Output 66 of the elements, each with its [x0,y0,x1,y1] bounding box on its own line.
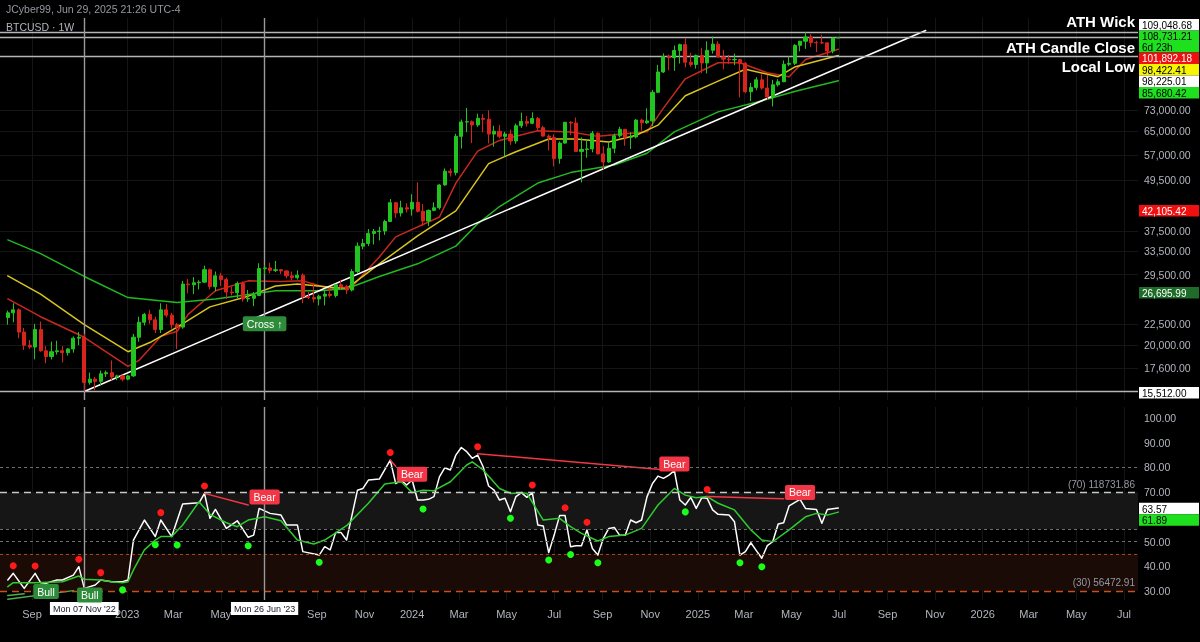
y-tick-label: 65,000.00 [1144,124,1191,137]
x-tick-label: Mar [1019,607,1039,620]
x-tick-label: Nov [925,607,946,620]
ref-line-label: (30) 56472.91 [1072,577,1136,589]
chart-title: BTCUSD · 1W [6,20,75,33]
x-tick-label: Nov [354,607,375,620]
y-tick-label: 40.00 [1144,560,1171,573]
text: 98,422.41 [1142,64,1187,76]
y-tick-label: 80.00 [1144,461,1171,474]
x-tick-label: Mar [449,607,469,620]
ref-line-label: ATH Wick [1066,13,1136,31]
text: 42,105.42 [1142,205,1187,217]
y-tick-label: 50.00 [1144,535,1171,548]
x-tick-label: Nov [640,607,661,620]
y-tick-label: 70.00 [1144,486,1171,499]
ref-line-label: Mon 07 Nov '22 [52,603,116,614]
text: 101,892.18 [1142,53,1193,65]
x-tick-label: Mar [163,607,184,620]
x-tick-label: May [210,607,232,620]
y-tick-label: 37,500.00 [1144,224,1191,237]
text: 26,695.99 [1142,287,1187,299]
ref-line-label: Mon 26 Jun '23 [233,603,296,614]
x-tick-label: 2026 [970,607,995,620]
x-tick-label: Jul [832,607,847,620]
text: 61.89 [1142,515,1168,526]
ref-line-label: ATH Candle Close [1006,38,1135,56]
x-tick-label: May [781,607,803,620]
annotation: Bear [788,486,812,499]
x-tick-label: May [496,607,518,620]
x-tick-label: 2024 [399,607,425,620]
text: 109,048.68 [1142,19,1193,31]
x-tick-label: Sep [307,607,327,620]
text: 85,680.42 [1142,87,1187,99]
x-tick-label: 2023 [114,607,140,620]
y-tick-label: 30.00 [1144,584,1171,597]
ref-line-label: Local Low [1061,57,1136,75]
y-tick-label: 49,500.00 [1144,174,1191,187]
text: 108,731.21 6d 23h [1142,31,1193,53]
x-tick-label: Jul [1116,607,1131,620]
y-tick-label: 17,600.00 [1144,362,1191,375]
y-tick-label: 73,000.00 [1144,103,1191,116]
x-tick-label: May [1065,607,1088,620]
y-tick-label: 90.00 [1144,436,1171,449]
x-tick-label: Mar [734,607,754,620]
annotation: Bear [401,468,424,481]
y-tick-label: 57,000.00 [1144,148,1191,161]
x-tick-label: Sep [592,607,613,620]
x-tick-label: Sep [22,607,42,620]
x-tick-label: Sep [877,607,898,620]
y-tick-label: 29,500.00 [1144,268,1191,281]
ref-line-label: (70) 118731.86 [1067,478,1136,490]
annotation: Cross ↑ [246,317,283,330]
x-tick-label: 2025 [685,607,711,620]
annotation: Bull [37,585,55,598]
text: 98,225.01 [1142,76,1187,88]
y-tick-label: 100.00 [1144,412,1177,425]
annotation: Bear [663,458,686,471]
x-tick-label: Jul [547,607,562,620]
chart-subtitle: JCyber99, Jun 29, 2025 21:26 UTC-4 [6,2,181,15]
y-tick-label: 20,000.00 [1144,339,1191,352]
annotation: Bear [253,491,277,504]
y-tick-label: 33,500.00 [1144,245,1191,258]
text: 63.57 [1142,503,1168,515]
annotation: Bull [81,589,99,602]
text: 15,512.00 [1142,387,1187,399]
y-tick-label: 22,500.00 [1144,317,1191,330]
